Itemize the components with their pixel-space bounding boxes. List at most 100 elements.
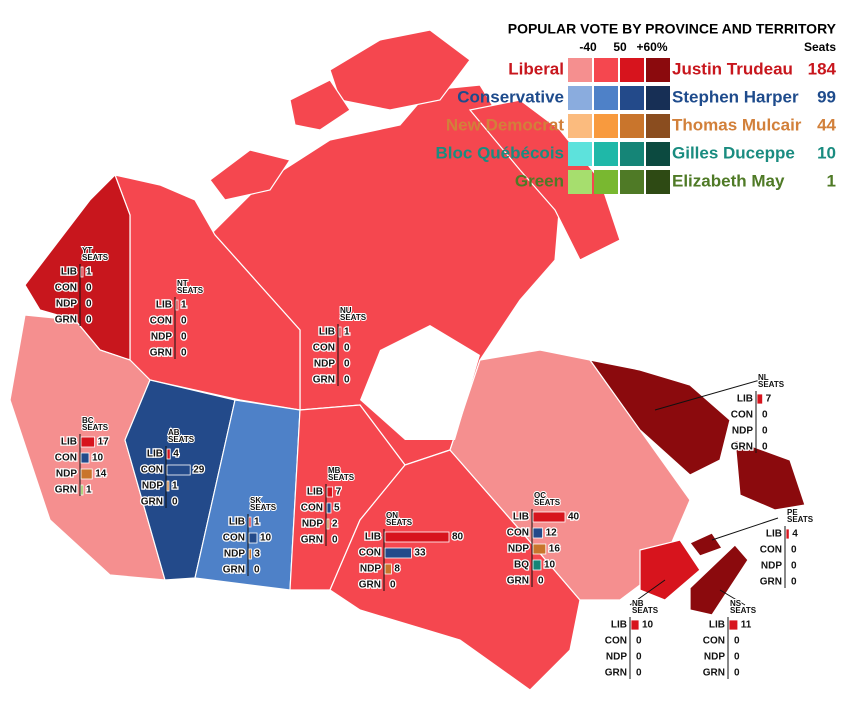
seat-count: 0 (636, 668, 642, 679)
seat-count: 1 (344, 327, 350, 338)
legend-swatch (620, 170, 644, 194)
legend-swatch (646, 142, 670, 166)
party-abbr: CON (313, 343, 335, 354)
province-abbr: YT (82, 246, 92, 255)
legend-swatch (620, 142, 644, 166)
leader-line (711, 517, 779, 541)
province-qc (449, 349, 691, 601)
leader-line (654, 379, 761, 411)
party-abbr: CON (150, 316, 172, 327)
seats-label: SEATS (82, 423, 109, 432)
party-abbr: CON (55, 453, 77, 464)
seats-label: SEATS (168, 435, 195, 444)
seat-count: 0 (734, 668, 740, 679)
legend-swatch (594, 142, 618, 166)
seat-count: 1 (86, 485, 92, 496)
seats-label: SEATS (386, 518, 413, 527)
party-abbr: LIB (61, 267, 77, 278)
seats-label: SEATS (632, 606, 659, 615)
party-abbr: NDP (606, 652, 627, 663)
seat-count: 29 (193, 465, 205, 476)
seats-header: Seats (804, 40, 836, 54)
seat-bar (248, 532, 258, 544)
legend-swatch (646, 114, 670, 138)
seat-count: 1 (254, 517, 260, 528)
province-nu-island (289, 79, 351, 131)
party-abbr: GRN (141, 497, 163, 508)
seat-count: 0 (636, 652, 642, 663)
party-abbr: GRN (605, 668, 627, 679)
party-abbr: LIB (365, 532, 381, 543)
seats-label: SEATS (177, 286, 204, 295)
province-abbr: SK (250, 496, 261, 505)
party-abbr: GRN (55, 485, 77, 496)
seat-bar (338, 326, 342, 338)
seat-count: 1 (172, 481, 178, 492)
party-leader: Thomas Mulcair (672, 115, 802, 134)
seat-bar (248, 548, 252, 560)
legend-swatch (594, 86, 618, 110)
seat-count: 0 (791, 561, 797, 572)
seats-label: SEATS (758, 380, 785, 389)
seat-count: 0 (332, 535, 338, 546)
seats-label: SEATS (328, 473, 355, 482)
seat-count: 1 (181, 300, 187, 311)
party-name: Bloc Québécois (436, 143, 564, 162)
party-abbr: NDP (302, 519, 323, 530)
legend-swatch (646, 58, 670, 82)
party-leader: Gilles Duceppe (672, 143, 795, 162)
party-abbr: NDP (704, 652, 725, 663)
legend-swatch (620, 58, 644, 82)
party-abbr: GRN (313, 375, 335, 386)
legend-swatch (594, 170, 618, 194)
legend-swatch (568, 58, 592, 82)
province-abbr: NS (730, 599, 742, 608)
party-seats: 10 (817, 143, 836, 162)
province-on (329, 449, 581, 691)
seat-bar (532, 543, 547, 555)
party-abbr: LIB (766, 529, 782, 540)
seat-count: 14 (95, 469, 107, 480)
province-pe (689, 532, 723, 557)
province-nl (588, 359, 731, 476)
title: POPULAR VOTE BY PROVINCE AND TERRITORY (508, 21, 837, 37)
party-abbr: CON (703, 636, 725, 647)
seat-bar (630, 619, 640, 631)
seat-count: 0 (762, 410, 768, 421)
seat-count: 8 (394, 564, 400, 575)
party-abbr: GRN (703, 668, 725, 679)
legend: -40 50 +60% Seats Liberal Justin Trudeau 184 Co… (436, 40, 837, 194)
province-abbr: NU (340, 306, 352, 315)
seat-bar (384, 563, 392, 575)
party-abbr: NDP (508, 544, 529, 555)
province-ns (689, 544, 749, 616)
seat-count: 12 (546, 528, 558, 539)
seat-bar (326, 502, 332, 514)
seat-count: 5 (334, 503, 340, 514)
province-nu-island (209, 149, 291, 201)
party-abbr: NDP (732, 426, 753, 437)
seat-count: 80 (452, 532, 464, 543)
party-abbr: NDP (224, 549, 245, 560)
seat-bar (532, 559, 542, 571)
legend-swatch (646, 86, 670, 110)
party-abbr: CON (507, 528, 529, 539)
province-abbr: PE (787, 508, 798, 517)
party-abbr: NDP (151, 332, 172, 343)
seat-count: 10 (260, 533, 272, 544)
party-abbr: CON (731, 410, 753, 421)
seat-bar (166, 480, 170, 492)
seat-count: 0 (791, 545, 797, 556)
province-abbr: NL (758, 373, 769, 382)
seats-label: SEATS (787, 515, 814, 524)
party-abbr: GRN (760, 577, 782, 588)
province-abbr: BC (82, 416, 94, 425)
legend-swatch (568, 114, 592, 138)
party-abbr: CON (301, 503, 323, 514)
scale-label: +60% (636, 40, 667, 54)
legend-swatch (568, 142, 592, 166)
party-abbr: GRN (55, 315, 77, 326)
leader-lines (629, 379, 779, 606)
seat-count: 0 (390, 580, 396, 591)
